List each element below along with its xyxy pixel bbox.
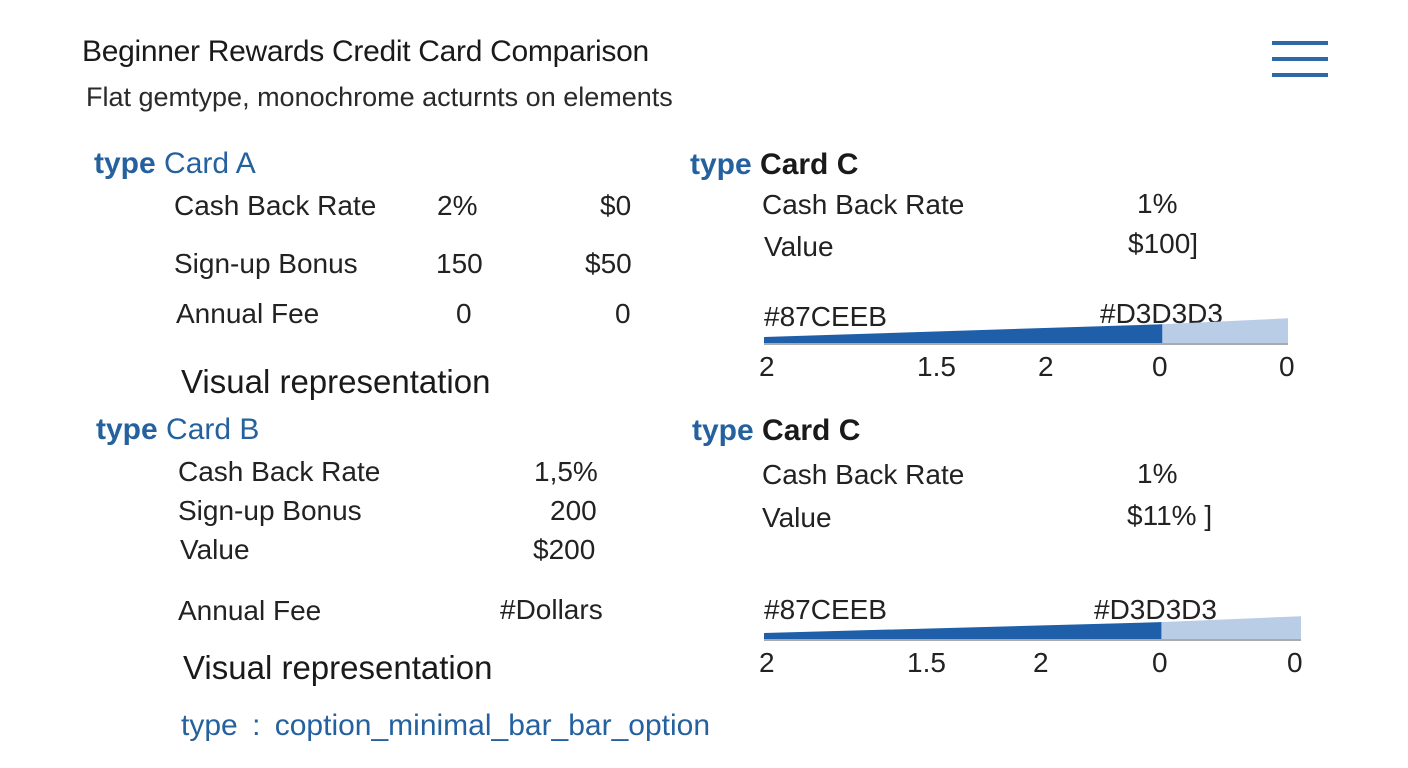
card-b-name: Card B (166, 413, 260, 446)
card-c-top-tick-1: 1.5 (917, 351, 956, 382)
card-c-bottom-value-value: $11% ] (1127, 500, 1213, 531)
card-b-cashback-label: Cash Back Rate (178, 456, 381, 487)
card-c-bottom-bar-left-label: #87CEEB (764, 594, 887, 625)
footer-separator: : (252, 709, 261, 742)
card-c-top-tick-4: 0 (1279, 351, 1295, 382)
card-a-fee-value-2: 0 (615, 298, 631, 329)
card-c-top-value-value: $100] (1128, 228, 1199, 259)
card-b-value-value: $200 (533, 534, 596, 565)
card-a-cashback-value: 2% (437, 190, 478, 221)
card-c-bottom-tick-1: 1.5 (907, 647, 946, 678)
card-b-type-keyword: type (96, 413, 158, 446)
card-a-bonus-value: 150 (436, 248, 483, 279)
card-a-heading: type Card A (94, 149, 256, 179)
card-c-bottom-name: Card C (762, 414, 861, 447)
card-c-top-bar-left-label: #87CEEB (764, 301, 887, 332)
card-c-top-value-label: Value (764, 231, 834, 262)
card-c-bottom-tick-4: 0 (1287, 647, 1303, 678)
card-c-top-tick-3: 0 (1152, 351, 1168, 382)
card-c-bottom-tick-3: 0 (1152, 647, 1168, 678)
card-c-bottom-cashback-label: Cash Back Rate (762, 459, 965, 490)
bar-fill (764, 324, 1163, 343)
card-b-heading: type Card B (96, 415, 259, 445)
card-b-bonus-value: 200 (550, 495, 597, 526)
card-a-type-keyword: type (94, 147, 156, 180)
card-c-bottom-value-label: Value (762, 502, 832, 533)
card-a-cashback-value-2: $0 (600, 190, 632, 221)
footer-option-value: coption_minimal_bar_bar_option (274, 709, 711, 742)
bar-fill (764, 622, 1162, 639)
card-c-bottom-heading: type Card C (692, 416, 860, 446)
footer-type-keyword: type (181, 709, 238, 742)
card-c-top-tick-2: 2 (1038, 351, 1054, 382)
card-c-top-heading: type Card C (690, 150, 858, 180)
card-a-bonus-value-2: $50 (585, 248, 632, 279)
hamburger-menu-icon[interactable] (1272, 41, 1328, 79)
card-b-visual-label: Visual representation (183, 649, 493, 686)
card-b-fee-label: Annual Fee (178, 595, 322, 626)
page-subtitle: Flat gemtype, monochrome acturnts on ele… (86, 82, 673, 112)
card-c-bottom-tick-2: 2 (1033, 647, 1049, 678)
card-a-name: Card A (164, 147, 256, 180)
card-b-value-label: Value (180, 534, 250, 565)
wedge-bar-svg (764, 318, 1288, 345)
card-c-top-cashback-value: 1% (1137, 188, 1178, 219)
card-a-visual-label: Visual representation (181, 363, 491, 400)
card-b-fee-value: #Dollars (500, 594, 603, 625)
card-c-bottom-type-keyword: type (692, 414, 754, 447)
card-c-bottom-bar-right-label: #D3D3D3 (1094, 594, 1217, 625)
footer-option-line: type : coption_minimal_bar_bar_option (181, 711, 710, 741)
card-c-top-cashback-label: Cash Back Rate (762, 189, 965, 220)
card-a-cashback-label: Cash Back Rate (174, 190, 377, 221)
card-b-bonus-label: Sign-up Bonus (178, 495, 362, 526)
card-c-bottom-tick-0: 2 (759, 647, 775, 678)
card-c-top-type-keyword: type (690, 148, 752, 181)
page-title: Beginner Rewards Credit Card Comparison (82, 35, 649, 68)
wedge-bar-svg (764, 616, 1301, 641)
card-c-top-name: Card C (760, 148, 859, 181)
card-a-fee-label: Annual Fee (176, 298, 320, 329)
card-c-bottom-cashback-value: 1% (1137, 458, 1178, 489)
card-a-bonus-label: Sign-up Bonus (174, 248, 358, 279)
card-b-cashback-value: 1,5% (534, 456, 598, 487)
card-c-top-tick-0: 2 (759, 351, 775, 382)
card-a-fee-value: 0 (456, 298, 472, 329)
